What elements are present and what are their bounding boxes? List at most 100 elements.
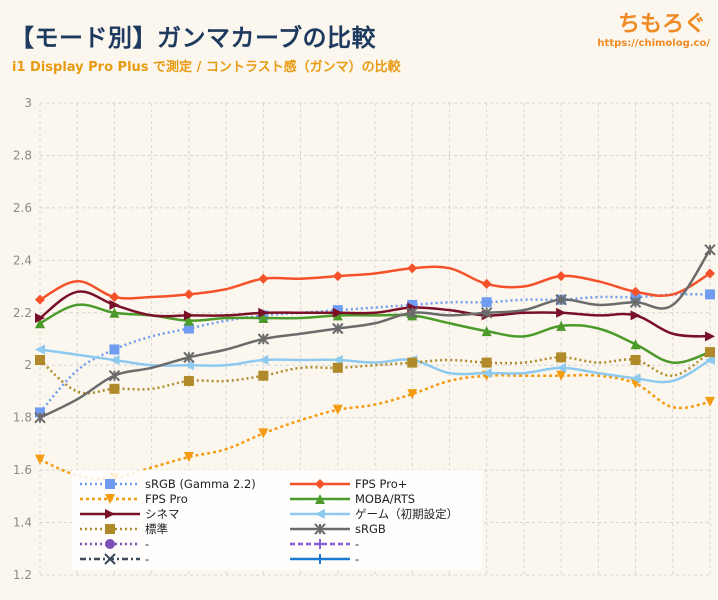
legend-item: FPS Pro+ bbox=[290, 477, 407, 491]
point-marker bbox=[480, 307, 493, 319]
point-marker bbox=[258, 370, 269, 381]
point-marker bbox=[629, 296, 642, 308]
point-marker bbox=[258, 354, 269, 365]
legend-label: MOBA/RTS bbox=[355, 492, 415, 506]
legend-label: - bbox=[355, 552, 359, 566]
y-tick-label: 2.6 bbox=[13, 201, 32, 215]
point-marker bbox=[257, 333, 270, 345]
y-tick-label: 1.2 bbox=[13, 568, 32, 582]
point-marker bbox=[183, 360, 194, 371]
point-marker bbox=[332, 307, 343, 318]
point-marker bbox=[35, 407, 45, 418]
grid-lines bbox=[39, 102, 711, 576]
point-marker bbox=[109, 383, 120, 394]
point-marker bbox=[481, 326, 492, 337]
point-marker bbox=[407, 357, 418, 368]
point-marker bbox=[109, 344, 120, 355]
point-marker bbox=[183, 375, 194, 386]
point-marker bbox=[315, 554, 325, 564]
point-marker bbox=[630, 310, 641, 321]
y-tick-label: 1.8 bbox=[13, 411, 32, 425]
legend-item: 標準 bbox=[80, 522, 168, 536]
legend-item: MOBA/RTS bbox=[290, 492, 415, 506]
legend-item: - bbox=[80, 552, 149, 566]
point-marker bbox=[705, 331, 715, 342]
point-marker bbox=[332, 404, 343, 415]
point-marker bbox=[556, 271, 567, 282]
point-marker bbox=[314, 523, 326, 535]
point-marker bbox=[481, 368, 492, 379]
point-marker bbox=[315, 509, 325, 519]
point-marker bbox=[704, 244, 716, 256]
point-marker bbox=[258, 273, 269, 284]
point-marker bbox=[104, 553, 116, 565]
series-line bbox=[39, 249, 712, 419]
point-marker bbox=[332, 310, 343, 321]
point-marker bbox=[556, 362, 567, 373]
y-tick-label: 1.6 bbox=[13, 463, 32, 477]
series-line bbox=[39, 290, 711, 338]
y-tick-label: 2.2 bbox=[13, 306, 32, 320]
point-marker bbox=[105, 524, 115, 534]
point-marker bbox=[630, 373, 641, 384]
point-marker bbox=[332, 305, 343, 316]
chart-subtitle: i1 Display Pro Plus で測定 / コントラスト感（ガンマ）の比… bbox=[12, 60, 401, 75]
point-marker bbox=[35, 294, 45, 305]
point-marker bbox=[407, 263, 418, 274]
series-line bbox=[39, 348, 711, 384]
point-marker bbox=[705, 289, 715, 300]
point-marker bbox=[183, 310, 194, 321]
legend-item: sRGB (Gamma 2.2) bbox=[80, 477, 256, 491]
legend-item: sRGB bbox=[290, 522, 386, 536]
point-marker bbox=[315, 479, 325, 489]
point-marker bbox=[258, 428, 269, 439]
site-url: https://chimolog.co/ bbox=[597, 38, 710, 49]
legend-item: - bbox=[290, 537, 359, 551]
point-marker bbox=[183, 452, 194, 462]
legend-label: - bbox=[145, 552, 149, 566]
point-marker bbox=[705, 354, 715, 365]
point-marker bbox=[556, 320, 567, 331]
point-marker bbox=[556, 307, 567, 318]
point-marker bbox=[406, 307, 418, 319]
series-line bbox=[39, 265, 711, 301]
legend-box bbox=[72, 470, 482, 570]
point-marker bbox=[105, 494, 115, 504]
legend-label: - bbox=[355, 537, 359, 551]
y-tick-label: 2 bbox=[24, 358, 32, 372]
point-marker bbox=[105, 539, 115, 549]
point-marker bbox=[407, 389, 418, 400]
point-marker bbox=[555, 293, 567, 306]
point-marker bbox=[183, 323, 194, 334]
chart-title: 【モード別】ガンマカーブの比較 bbox=[10, 24, 377, 52]
legend-item: FPS Pro bbox=[80, 492, 188, 506]
site-logo: ちもろぐ bbox=[617, 12, 706, 37]
legend-label: シネマ bbox=[145, 507, 180, 521]
y-tick-label: 2.8 bbox=[13, 148, 32, 162]
point-marker bbox=[315, 539, 325, 549]
legend-item: - bbox=[80, 537, 149, 551]
legend-item: ゲーム（初期設定） bbox=[290, 507, 458, 521]
point-marker bbox=[35, 313, 45, 324]
point-marker bbox=[109, 299, 120, 310]
point-marker bbox=[332, 271, 343, 282]
point-marker bbox=[109, 307, 120, 318]
point-marker bbox=[108, 370, 121, 382]
series-7 bbox=[34, 244, 716, 424]
point-marker bbox=[705, 347, 715, 358]
legend-label: FPS Pro bbox=[145, 492, 188, 506]
point-marker bbox=[407, 299, 418, 310]
point-marker bbox=[630, 286, 641, 297]
point-marker bbox=[35, 318, 45, 329]
point-marker bbox=[556, 370, 567, 381]
point-marker bbox=[183, 351, 195, 364]
y-tick-label: 2.4 bbox=[13, 253, 32, 267]
point-marker bbox=[105, 479, 115, 489]
point-marker bbox=[332, 354, 343, 365]
point-marker bbox=[630, 339, 641, 350]
legend-item: シネマ bbox=[80, 507, 180, 521]
point-marker bbox=[35, 454, 45, 465]
point-marker bbox=[481, 297, 492, 308]
point-marker bbox=[556, 352, 567, 363]
y-tick-label: 3 bbox=[24, 96, 32, 110]
